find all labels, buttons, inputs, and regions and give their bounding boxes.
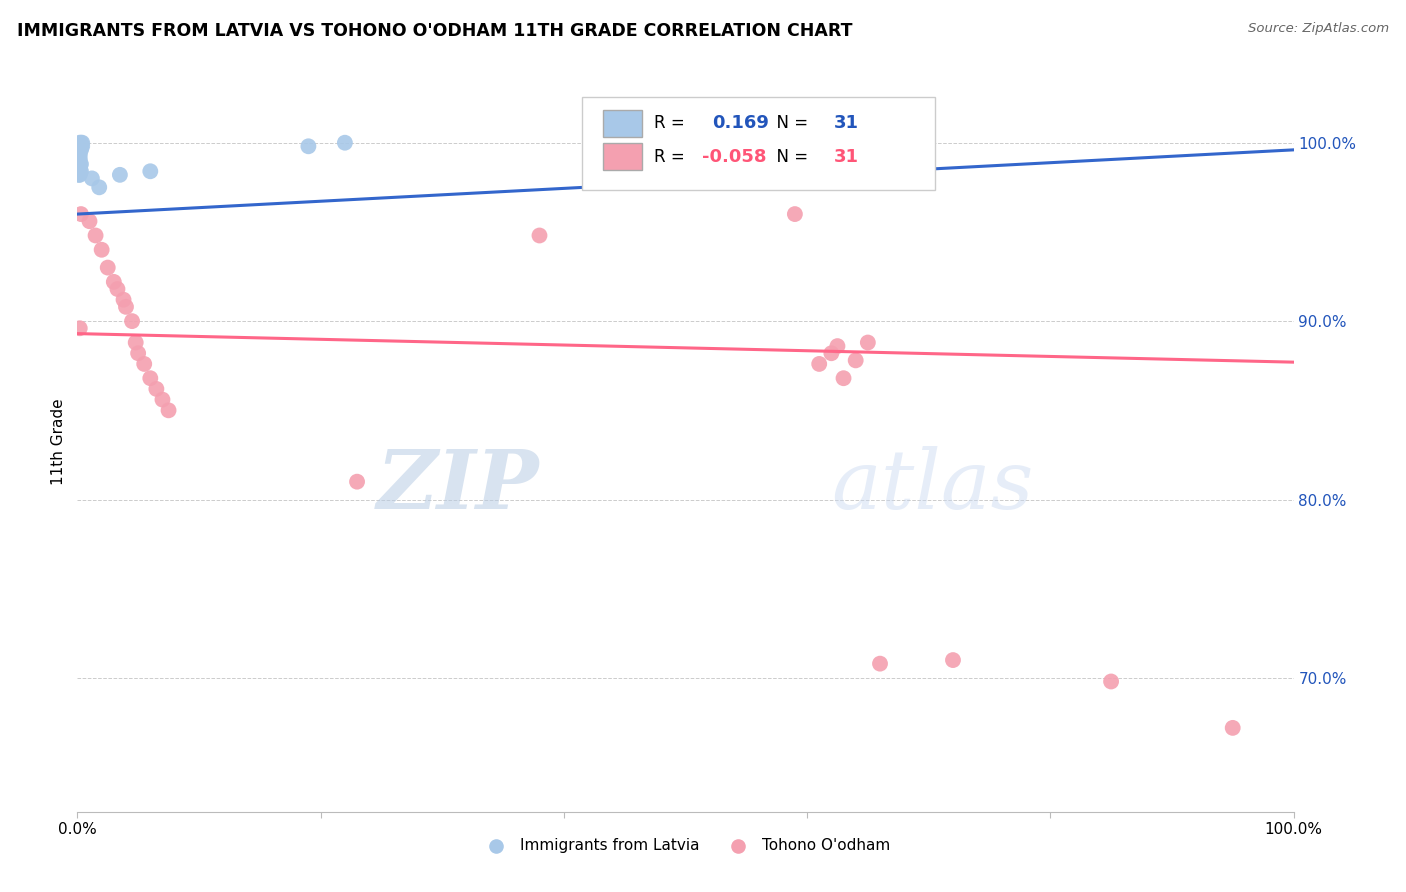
Text: IMMIGRANTS FROM LATVIA VS TOHONO O'ODHAM 11TH GRADE CORRELATION CHART: IMMIGRANTS FROM LATVIA VS TOHONO O'ODHAM… xyxy=(17,22,852,40)
Point xyxy=(69,321,91,335)
Point xyxy=(827,339,849,353)
Point xyxy=(69,150,91,164)
Point xyxy=(67,143,90,157)
Point xyxy=(157,403,180,417)
Point xyxy=(1099,674,1122,689)
Point xyxy=(127,346,149,360)
Point xyxy=(139,164,162,178)
Point xyxy=(69,164,91,178)
Point xyxy=(942,653,965,667)
Point xyxy=(297,139,319,153)
Point xyxy=(145,382,167,396)
Point xyxy=(84,228,107,243)
Point xyxy=(103,275,125,289)
Point xyxy=(69,168,91,182)
Point xyxy=(70,207,93,221)
Point xyxy=(832,371,855,385)
Point xyxy=(67,168,90,182)
Point xyxy=(808,357,831,371)
Text: atlas: atlas xyxy=(831,446,1033,526)
Point xyxy=(90,243,112,257)
FancyBboxPatch shape xyxy=(603,110,641,136)
Point xyxy=(152,392,174,407)
Point xyxy=(80,171,103,186)
Point xyxy=(820,168,842,182)
Point xyxy=(115,300,138,314)
Point xyxy=(108,168,131,182)
Point xyxy=(69,146,91,161)
Point xyxy=(134,357,156,371)
Point xyxy=(69,161,91,175)
Point xyxy=(70,157,93,171)
Point xyxy=(121,314,143,328)
Point xyxy=(70,139,93,153)
Point xyxy=(845,353,868,368)
Point xyxy=(1222,721,1244,735)
Y-axis label: 11th Grade: 11th Grade xyxy=(51,398,66,485)
Point xyxy=(67,150,90,164)
FancyBboxPatch shape xyxy=(603,144,641,169)
Point xyxy=(97,260,120,275)
Text: 0.169: 0.169 xyxy=(713,114,769,132)
Point xyxy=(70,139,93,153)
Point xyxy=(869,657,891,671)
Point xyxy=(70,143,93,157)
Point xyxy=(67,153,90,168)
Text: N =: N = xyxy=(766,114,813,132)
Point xyxy=(69,143,91,157)
Point xyxy=(820,346,842,360)
Point xyxy=(70,136,93,150)
Point xyxy=(529,228,551,243)
Text: ZIP: ZIP xyxy=(377,446,540,526)
Point xyxy=(112,293,135,307)
Point xyxy=(69,153,91,168)
Text: R =: R = xyxy=(654,147,690,166)
Point xyxy=(69,157,91,171)
Text: R =: R = xyxy=(654,114,690,132)
Point xyxy=(70,164,93,178)
Point xyxy=(79,214,101,228)
Text: -0.058: -0.058 xyxy=(703,147,766,166)
Point xyxy=(69,139,91,153)
Text: 31: 31 xyxy=(834,114,859,132)
Point xyxy=(333,136,356,150)
Text: Source: ZipAtlas.com: Source: ZipAtlas.com xyxy=(1249,22,1389,36)
Point xyxy=(783,207,806,221)
Point xyxy=(70,136,93,150)
Point xyxy=(139,371,162,385)
Point xyxy=(686,136,709,150)
Point xyxy=(69,136,91,150)
FancyBboxPatch shape xyxy=(582,97,935,190)
Text: 31: 31 xyxy=(834,147,859,166)
Text: N =: N = xyxy=(766,147,813,166)
Point xyxy=(346,475,368,489)
Point xyxy=(125,335,148,350)
Legend: Immigrants from Latvia, Tohono O'odham: Immigrants from Latvia, Tohono O'odham xyxy=(474,832,897,860)
Point xyxy=(67,161,90,175)
Point xyxy=(67,146,90,161)
Point xyxy=(89,180,111,194)
Point xyxy=(107,282,129,296)
Point xyxy=(856,335,879,350)
